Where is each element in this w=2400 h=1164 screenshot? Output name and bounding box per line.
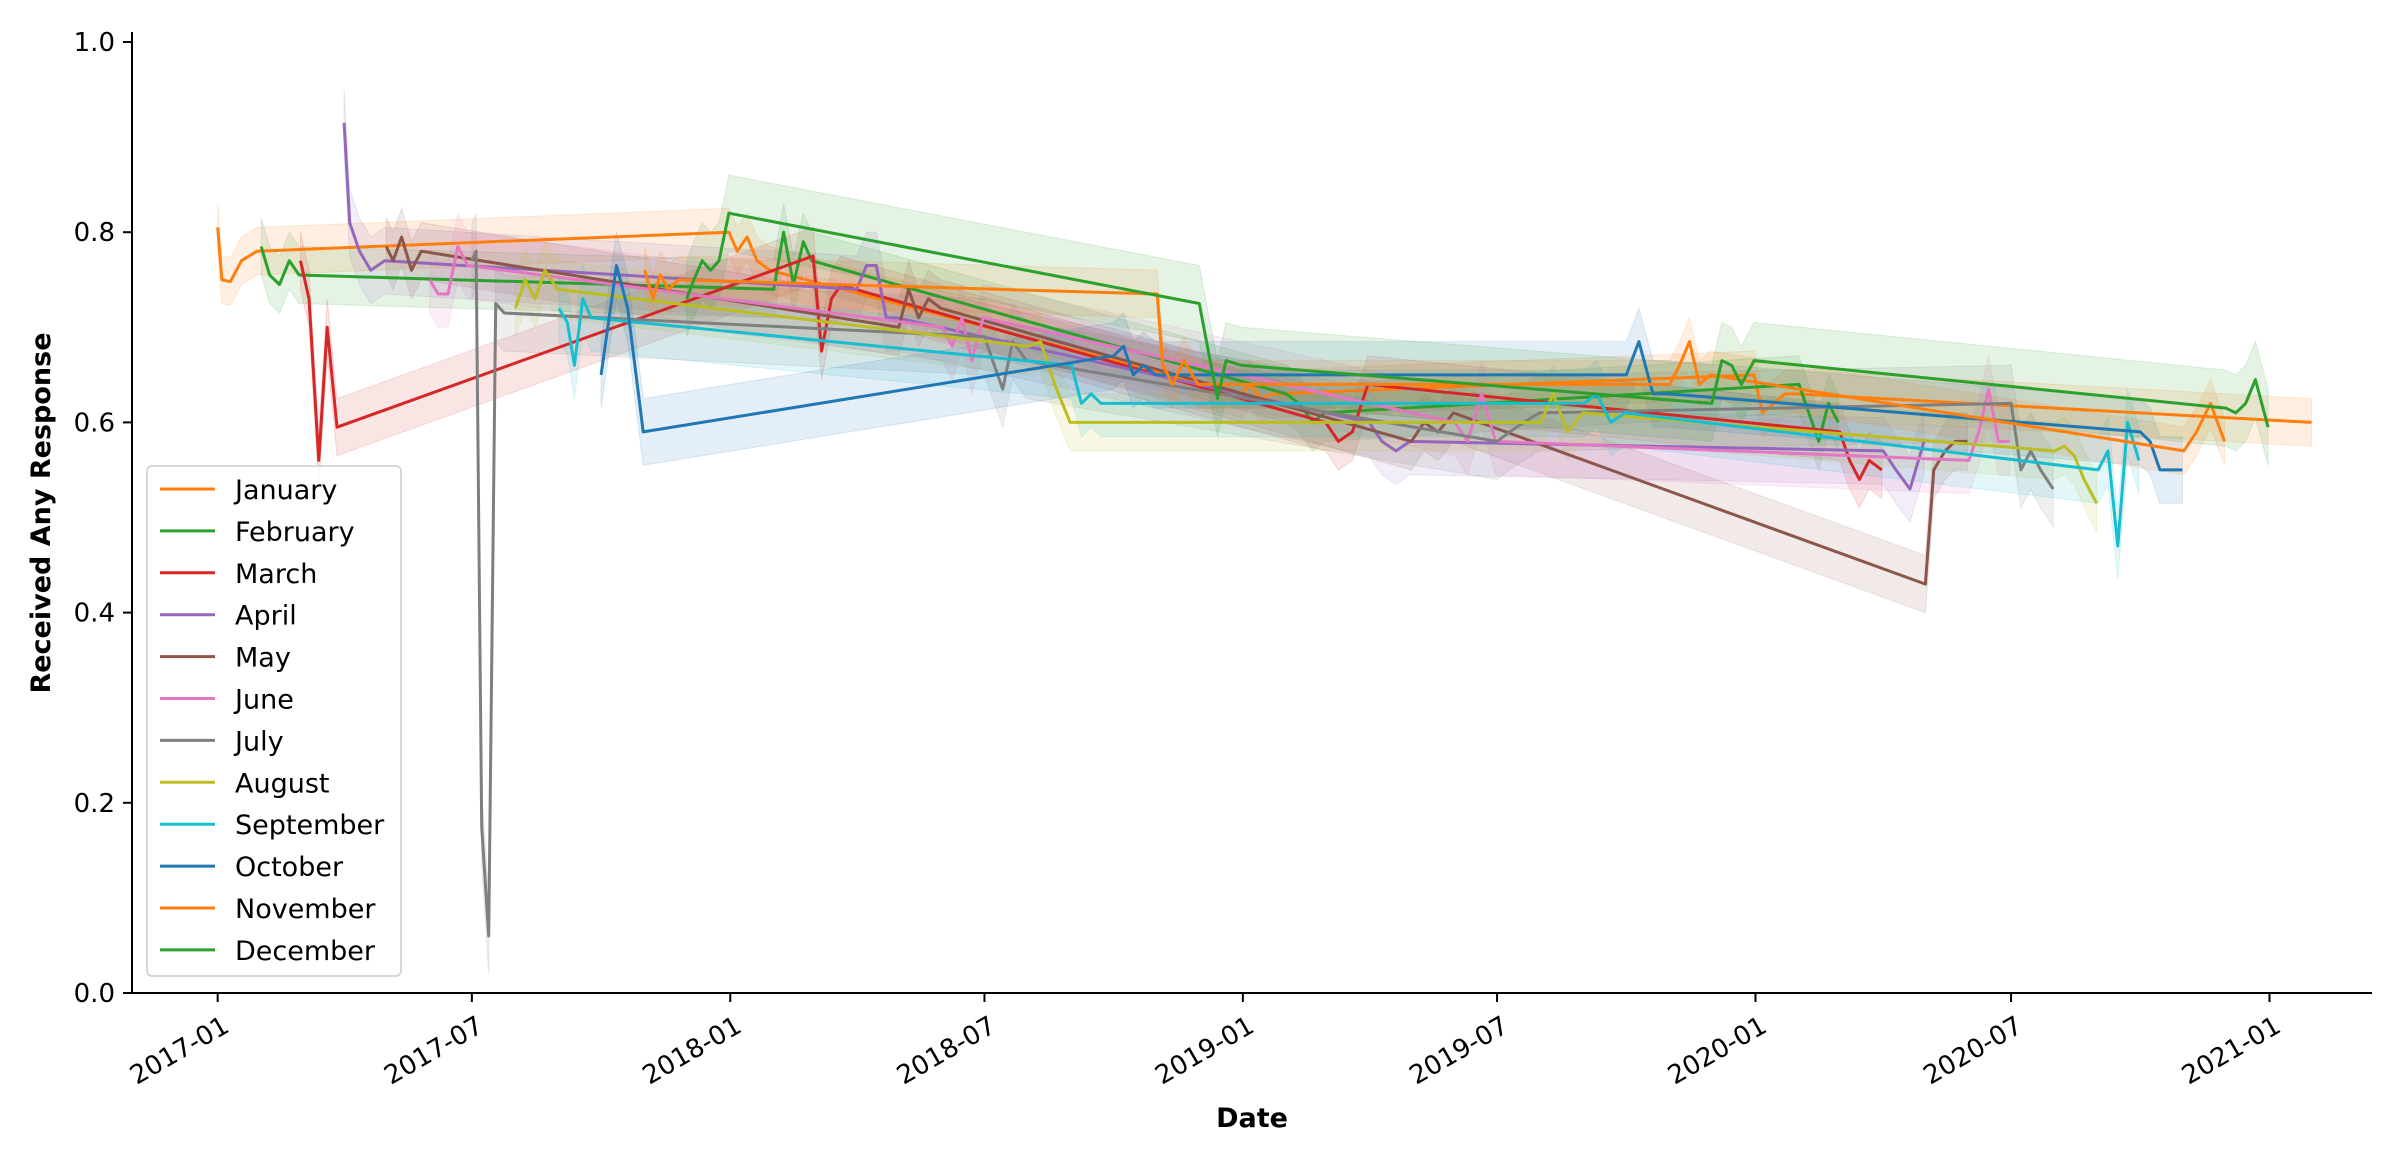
y-tick-label: 0.8	[74, 218, 115, 248]
y-axis-ticks: 0.0 0.2 0.4 0.6 0.8 1.0	[74, 28, 132, 1009]
series-line-august	[513, 268, 2099, 504]
y-axis-title: Received Any Response	[26, 332, 57, 693]
series-line-july	[470, 249, 2055, 938]
confidence-band-august	[514, 240, 2098, 533]
series-line-october	[599, 264, 2183, 472]
legend-label-november: November	[235, 894, 376, 925]
axes	[131, 32, 2372, 994]
x-tick-label: 2020-01	[1663, 1011, 1772, 1091]
confidence-bands	[217, 89, 2313, 975]
x-axis-title: Date	[1216, 1103, 1288, 1134]
y-tick-label: 1.0	[74, 28, 115, 58]
x-axis-ticks: 2017-01 2017-07 2018-01 2018-07 2019-01 2019-…	[125, 993, 2286, 1091]
x-tick-label: 2017-07	[379, 1011, 488, 1091]
legend-label-january: January	[233, 475, 337, 506]
y-tick-label: 0.6	[74, 408, 115, 438]
confidence-band-november	[644, 246, 2225, 476]
series-lines	[216, 122, 2312, 938]
confidence-band-july	[471, 212, 2054, 975]
legend-label-july: July	[233, 726, 284, 757]
series-line-april	[342, 122, 1926, 491]
x-tick-label: 2020-07	[1919, 1011, 2028, 1091]
legend-label-september: September	[235, 810, 385, 841]
x-tick-label: 2019-07	[1405, 1011, 1514, 1091]
x-tick-label: 2018-07	[892, 1011, 1001, 1091]
series-line-may	[384, 235, 1968, 586]
legend-label-june: June	[233, 685, 294, 716]
legend-label-february: February	[235, 517, 355, 548]
legend-label-october: October	[235, 852, 344, 883]
legend-label-december: December	[235, 936, 376, 967]
series-line-september	[557, 297, 2141, 548]
x-tick-label: 2019-01	[1150, 1011, 1259, 1091]
y-tick-label: 0.4	[74, 599, 115, 629]
legend-label-march: March	[235, 559, 317, 590]
legend-frame	[146, 465, 402, 977]
confidence-band-october	[600, 232, 2183, 504]
legend-label-april: April	[235, 601, 297, 632]
series-line-june	[428, 245, 2010, 462]
series-line-february	[259, 230, 1840, 443]
confidence-band-december	[686, 174, 2269, 466]
y-tick-label: 0.2	[74, 789, 115, 819]
series-line-december	[685, 211, 2270, 428]
legend-label-august: August	[235, 768, 330, 799]
x-tick-label: 2017-01	[125, 1011, 234, 1091]
x-tick-label: 2018-01	[638, 1011, 747, 1091]
legend-label-may: May	[235, 643, 291, 674]
y-tick-label: 0.0	[74, 979, 115, 1009]
confidence-band-april	[343, 89, 1925, 524]
x-tick-label: 2021-01	[2177, 1011, 2286, 1091]
series-line-november	[643, 269, 2226, 453]
legend: January February March April May June July Augu…	[146, 465, 402, 977]
